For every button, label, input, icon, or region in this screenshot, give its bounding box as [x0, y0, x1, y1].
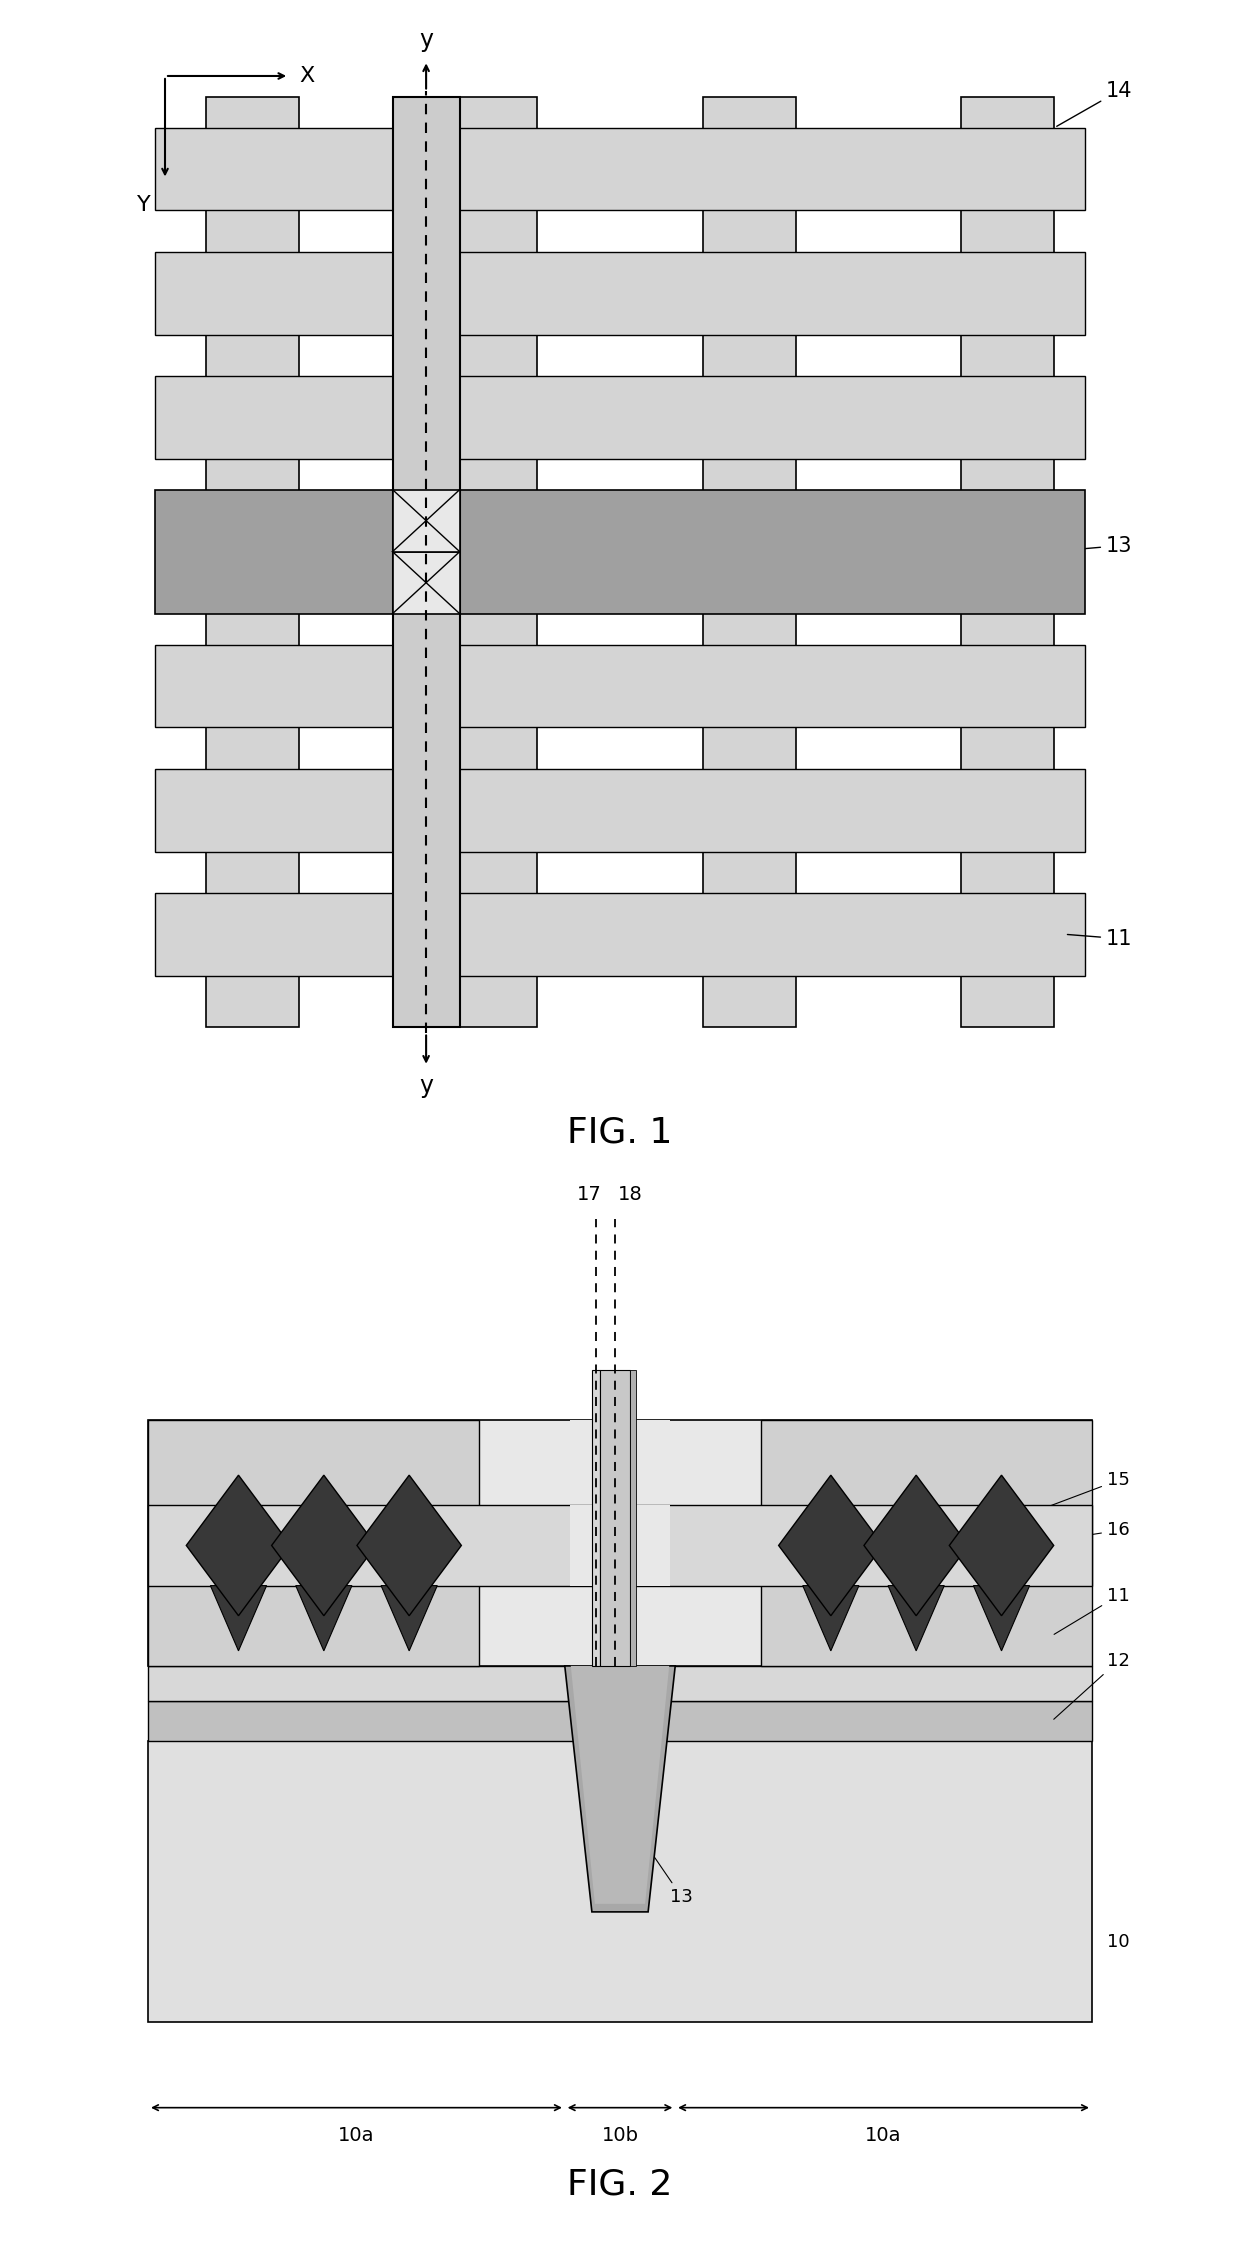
Polygon shape	[779, 1475, 883, 1616]
Polygon shape	[570, 1666, 670, 1904]
Bar	[393, 490, 460, 551]
Polygon shape	[186, 1475, 290, 1616]
Bar	[393, 551, 460, 614]
Text: 18: 18	[232, 528, 458, 562]
Bar	[148, 1506, 1092, 1585]
Bar	[703, 97, 796, 1027]
Text: 10a: 10a	[339, 2127, 374, 2145]
Polygon shape	[211, 1585, 267, 1650]
Polygon shape	[864, 1475, 968, 1616]
Text: X: X	[299, 65, 315, 85]
Text: 14: 14	[1056, 81, 1132, 126]
Polygon shape	[295, 1585, 352, 1650]
Text: y: y	[419, 29, 433, 52]
Bar	[393, 97, 460, 1027]
Bar	[155, 645, 1085, 728]
Text: 17: 17	[577, 1185, 601, 1205]
Text: 15: 15	[1014, 1470, 1130, 1520]
Bar	[155, 769, 1085, 852]
Text: 10b: 10b	[601, 2127, 639, 2145]
Text: 13: 13	[932, 535, 1132, 562]
Polygon shape	[950, 1475, 1054, 1616]
Bar	[630, 1369, 636, 1666]
Text: 10a: 10a	[866, 2127, 901, 2145]
Text: 16: 16	[1024, 1522, 1130, 1544]
Bar	[591, 1369, 600, 1666]
Text: y: y	[419, 1075, 433, 1097]
Bar	[148, 1421, 1092, 1666]
Text: 17: 17	[232, 504, 458, 551]
Polygon shape	[802, 1585, 859, 1650]
Text: 10: 10	[1107, 1933, 1130, 1951]
Text: 18: 18	[618, 1185, 642, 1205]
Text: 11: 11	[1054, 1587, 1130, 1634]
Bar	[155, 375, 1085, 459]
Polygon shape	[888, 1585, 945, 1650]
Bar	[148, 1742, 1092, 2023]
Polygon shape	[357, 1475, 461, 1616]
Bar	[155, 252, 1085, 335]
Bar	[148, 1666, 1092, 1702]
Text: 11: 11	[1068, 928, 1132, 949]
Polygon shape	[973, 1585, 1029, 1650]
Text: 12: 12	[1054, 1652, 1130, 1720]
Bar	[155, 128, 1085, 211]
Bar	[148, 1421, 480, 1666]
Polygon shape	[381, 1585, 438, 1650]
Polygon shape	[564, 1666, 676, 1911]
Bar	[148, 1702, 1092, 1742]
Text: Y: Y	[138, 196, 151, 216]
Bar	[206, 97, 299, 1027]
Bar	[570, 1506, 670, 1585]
Polygon shape	[272, 1475, 376, 1616]
Bar	[760, 1421, 1092, 1666]
Bar	[155, 892, 1085, 976]
Text: FIG. 2: FIG. 2	[568, 2167, 672, 2201]
Bar	[444, 97, 537, 1027]
Bar	[155, 490, 1085, 614]
Text: FIG. 1: FIG. 1	[568, 1115, 672, 1149]
Text: 13: 13	[631, 1823, 693, 1906]
Bar	[570, 1421, 670, 1666]
Bar	[961, 97, 1054, 1027]
Bar	[600, 1369, 630, 1666]
